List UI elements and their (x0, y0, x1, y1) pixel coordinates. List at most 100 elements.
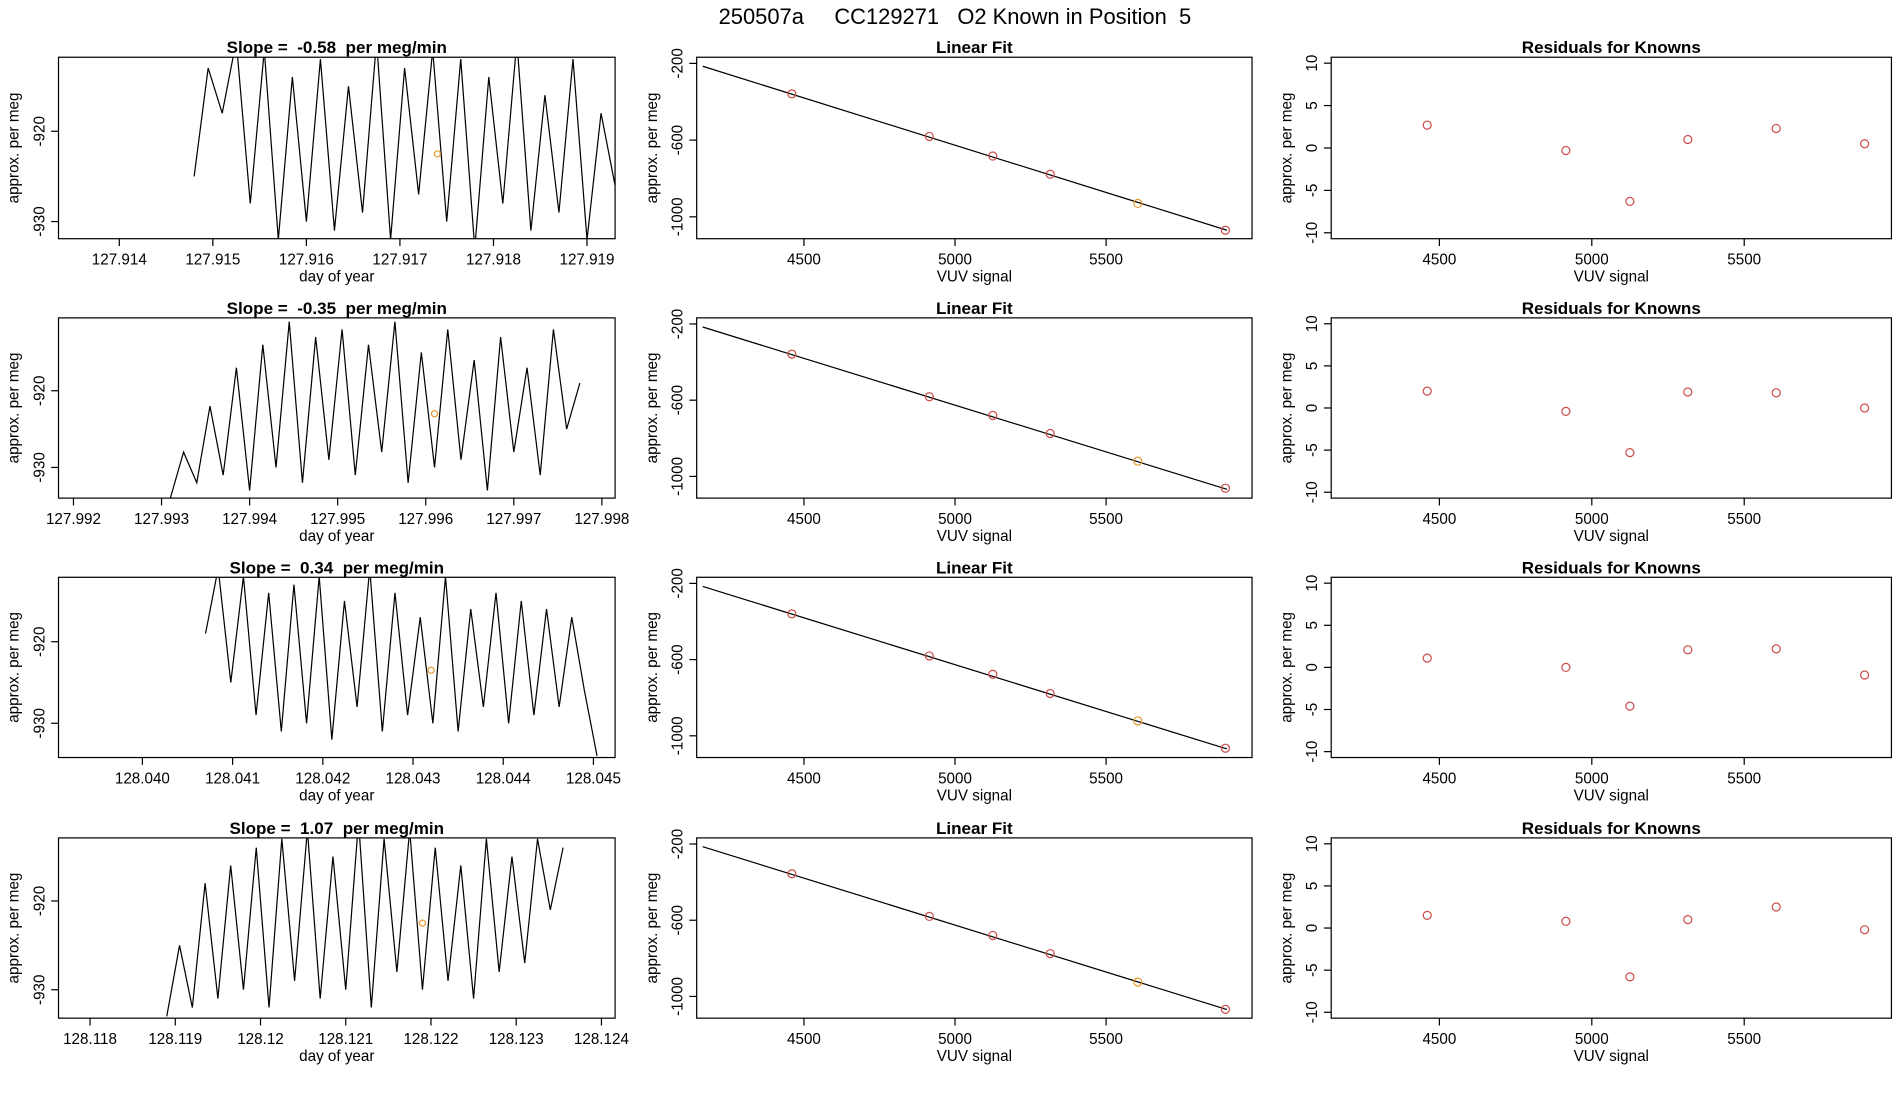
data-point (1625, 196, 1635, 207)
panel-title: Slope = -0.58 per meg/min (227, 38, 447, 57)
y-tick-label: -10 (1304, 741, 1321, 763)
x-tick-label: 128.123 (489, 1031, 544, 1048)
data-point (1859, 403, 1870, 413)
y-axis-label: approx. per meg (1278, 873, 1295, 984)
x-tick-label: 4500 (1422, 252, 1456, 269)
data-point (1045, 948, 1055, 959)
x-tick-label: 4500 (1422, 1031, 1456, 1048)
panel: Residuals for Knowns VUV signal approx. pe… (1278, 558, 1893, 805)
x-tick-label: 5000 (1575, 252, 1609, 269)
data-point (1422, 386, 1432, 396)
data-point (1771, 388, 1781, 398)
data-point (924, 392, 934, 402)
y-tick-label: 0 (1304, 144, 1321, 152)
y-tick-label: -1000 (669, 716, 686, 755)
panel: Residuals for Knowns VUV signal approx. pe… (1278, 299, 1893, 545)
panel-title: Linear Fit (936, 299, 1013, 318)
data-point (787, 349, 797, 359)
x-tick-label: 128.042 (295, 770, 350, 787)
x-tick-label: 5000 (938, 252, 972, 269)
y-axis-label: approx. per meg (1278, 93, 1295, 204)
plot-frame (696, 56, 1253, 240)
x-tick-label: 128.044 (476, 770, 532, 787)
panel: Linear Fit VUV signal approx. per meg 4500 5… (644, 299, 1253, 545)
highlight-point (418, 919, 427, 927)
y-axis-label: approx. per meg (644, 612, 661, 723)
panel-title: Linear Fit (936, 558, 1013, 577)
data-point (988, 669, 998, 679)
y-tick-label: -10 (1304, 222, 1321, 244)
data-point (1625, 448, 1635, 458)
y-tick-label: -930 (31, 708, 48, 738)
y-axis-label: approx. per meg (6, 612, 23, 723)
x-axis-label: VUV signal (937, 1048, 1012, 1065)
y-axis-label: approx. per meg (6, 873, 23, 984)
plot-frame (1330, 837, 1893, 1019)
x-tick-label: 4500 (787, 511, 821, 528)
x-tick-label: 127.996 (398, 511, 453, 528)
x-tick-label: 5500 (1089, 770, 1123, 787)
figure-title: 250507a CC129271 O2 Known in Position 5 (719, 4, 1192, 29)
data-point (787, 869, 797, 879)
x-tick-label: 5500 (1089, 1031, 1123, 1048)
x-tick-label: 4500 (787, 252, 821, 269)
data-point (1859, 670, 1870, 680)
x-tick-label: 4500 (787, 770, 821, 787)
y-tick-label: -200 (669, 568, 686, 598)
data-point (1561, 916, 1571, 926)
x-axis-label: day of year (299, 528, 374, 545)
data-point (1561, 406, 1571, 416)
data-point (1561, 662, 1571, 673)
y-tick-label: 10 (1304, 55, 1321, 72)
x-axis-label: VUV signal (1574, 1048, 1649, 1065)
y-tick-label: -10 (1304, 481, 1321, 503)
x-tick-label: 5000 (1575, 511, 1609, 528)
data-point (1561, 145, 1571, 156)
data-point (1220, 483, 1231, 493)
x-axis-label: VUV signal (937, 528, 1012, 545)
x-tick-label: 128.040 (115, 770, 170, 787)
data-point (1683, 914, 1693, 925)
x-tick-label: 4500 (1422, 511, 1456, 528)
data-point (1683, 645, 1693, 655)
panel-title: Residuals for Knowns (1522, 38, 1701, 57)
data-line (193, 57, 616, 239)
x-tick-label: 127.919 (560, 252, 615, 269)
y-axis-label: approx. per meg (644, 873, 661, 984)
y-tick-label: -200 (669, 309, 686, 339)
y-tick-label: 0 (1304, 663, 1321, 671)
data-point (1220, 225, 1231, 235)
y-tick-label: -1000 (669, 197, 686, 236)
x-tick-label: 5500 (1727, 252, 1761, 269)
x-tick-label: 5500 (1089, 252, 1123, 269)
x-tick-label: 5500 (1089, 511, 1123, 528)
data-point (1625, 701, 1635, 711)
data-point (1045, 688, 1055, 699)
data-line (204, 577, 598, 757)
x-tick-label: 4500 (1422, 770, 1456, 787)
data-point (1045, 169, 1055, 179)
x-tick-label: 5500 (1727, 1031, 1761, 1048)
x-tick-label: 127.915 (185, 252, 240, 269)
x-axis-label: day of year (299, 788, 374, 805)
y-tick-label: -200 (669, 829, 686, 859)
plot-frame (696, 576, 1253, 759)
data-point (1133, 716, 1143, 726)
fit-line (702, 846, 1228, 1011)
panel: Slope = -0.35 per meg/min day of year appr… (6, 299, 630, 545)
panel-title: Residuals for Knowns (1522, 819, 1701, 838)
data-point (1133, 198, 1143, 209)
y-tick-label: -600 (669, 125, 686, 155)
data-point (787, 609, 797, 619)
data-point (1859, 139, 1870, 149)
data-point (988, 410, 998, 421)
data-point (1683, 387, 1693, 397)
x-tick-label: 127.914 (92, 252, 148, 269)
y-axis-label: approx. per meg (6, 93, 23, 204)
panel-title: Residuals for Knowns (1522, 299, 1701, 318)
x-tick-label: 127.916 (279, 252, 334, 269)
data-point (924, 911, 934, 922)
y-tick-label: 5 (1304, 101, 1321, 109)
